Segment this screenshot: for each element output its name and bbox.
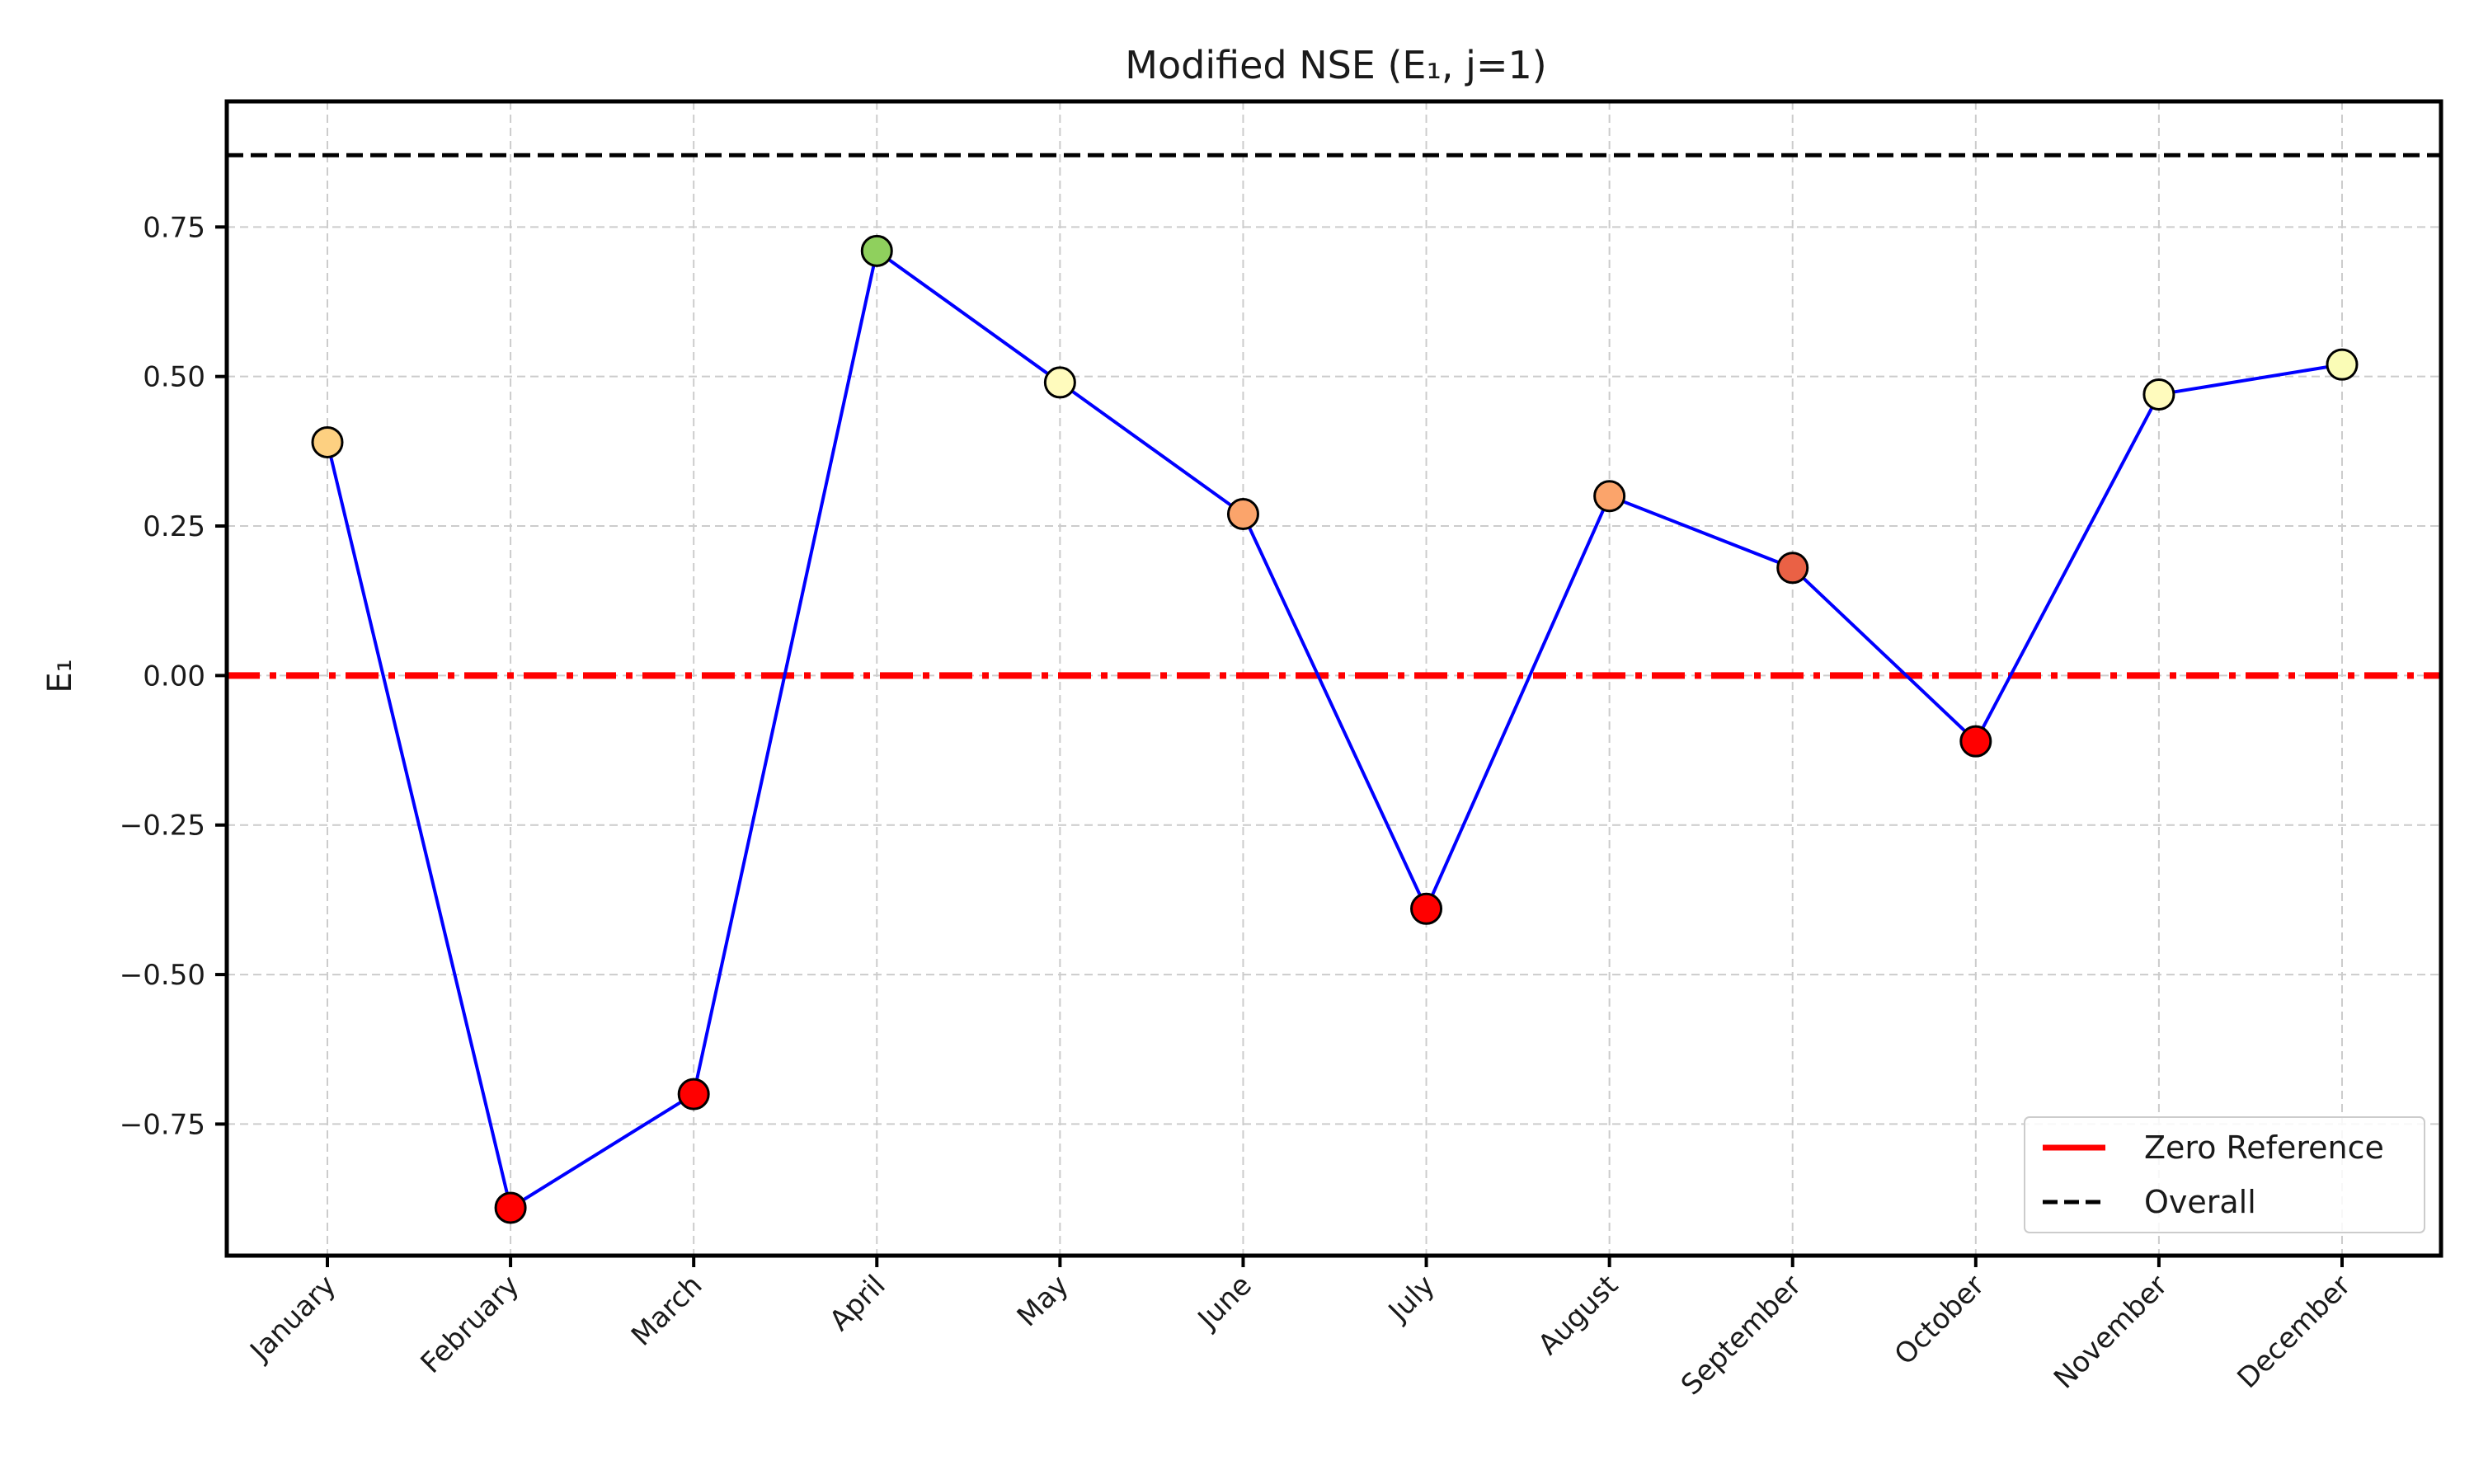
y-tick-label: 0.00: [143, 660, 205, 693]
y-tick-label: −0.50: [120, 959, 205, 992]
y-tick-label: 0.75: [143, 211, 205, 244]
x-tick-label: September: [1675, 1269, 1808, 1402]
x-tick-label: November: [2048, 1269, 2174, 1395]
x-tick-label: May: [1011, 1269, 1075, 1333]
series-line: [326, 247, 2343, 1211]
data-point-august: [1593, 480, 1626, 513]
chart-title: Modified NSE (E₁, j=1): [1125, 43, 1546, 87]
x-tick-label: January: [243, 1269, 343, 1369]
data-point-february: [494, 1191, 527, 1224]
data-point-september: [1776, 552, 1809, 585]
y-tick-label: 0.25: [143, 510, 205, 543]
grid: [227, 101, 2441, 1256]
data-point-march: [677, 1078, 710, 1111]
x-tick-label: August: [1532, 1269, 1625, 1361]
y-tick-label: −0.75: [120, 1108, 205, 1141]
data-series: [311, 234, 2359, 1224]
data-point-january: [311, 425, 344, 458]
reference-lines: [227, 153, 2441, 679]
data-point-july: [1410, 892, 1443, 925]
x-tick-label: February: [415, 1269, 526, 1380]
x-tick-label: July: [1381, 1269, 1442, 1329]
y-axis-label: E₁: [41, 659, 79, 693]
data-point-june: [1226, 498, 1259, 531]
x-tick-label: October: [1888, 1269, 1992, 1372]
legend-frame: [2024, 1116, 2425, 1233]
data-point-december: [2326, 348, 2359, 381]
x-tick-label: March: [625, 1269, 709, 1353]
data-point-october: [1959, 725, 1992, 758]
data-point-november: [2142, 378, 2175, 411]
x-tick-label: December: [2231, 1269, 2357, 1395]
data-point-april: [860, 234, 893, 267]
x-tick-label: April: [823, 1269, 891, 1337]
x-tick-label: June: [1191, 1269, 1258, 1336]
legend: Zero Reference Overall: [2024, 1116, 2425, 1233]
y-tick-label: 0.50: [143, 361, 205, 394]
legend-label-overall: Overall: [2144, 1184, 2256, 1220]
plot-frame: [224, 99, 2443, 1258]
legend-label-zero-reference: Zero Reference: [2144, 1129, 2384, 1166]
data-point-may: [1043, 366, 1076, 399]
y-tick-label: −0.25: [120, 810, 205, 843]
